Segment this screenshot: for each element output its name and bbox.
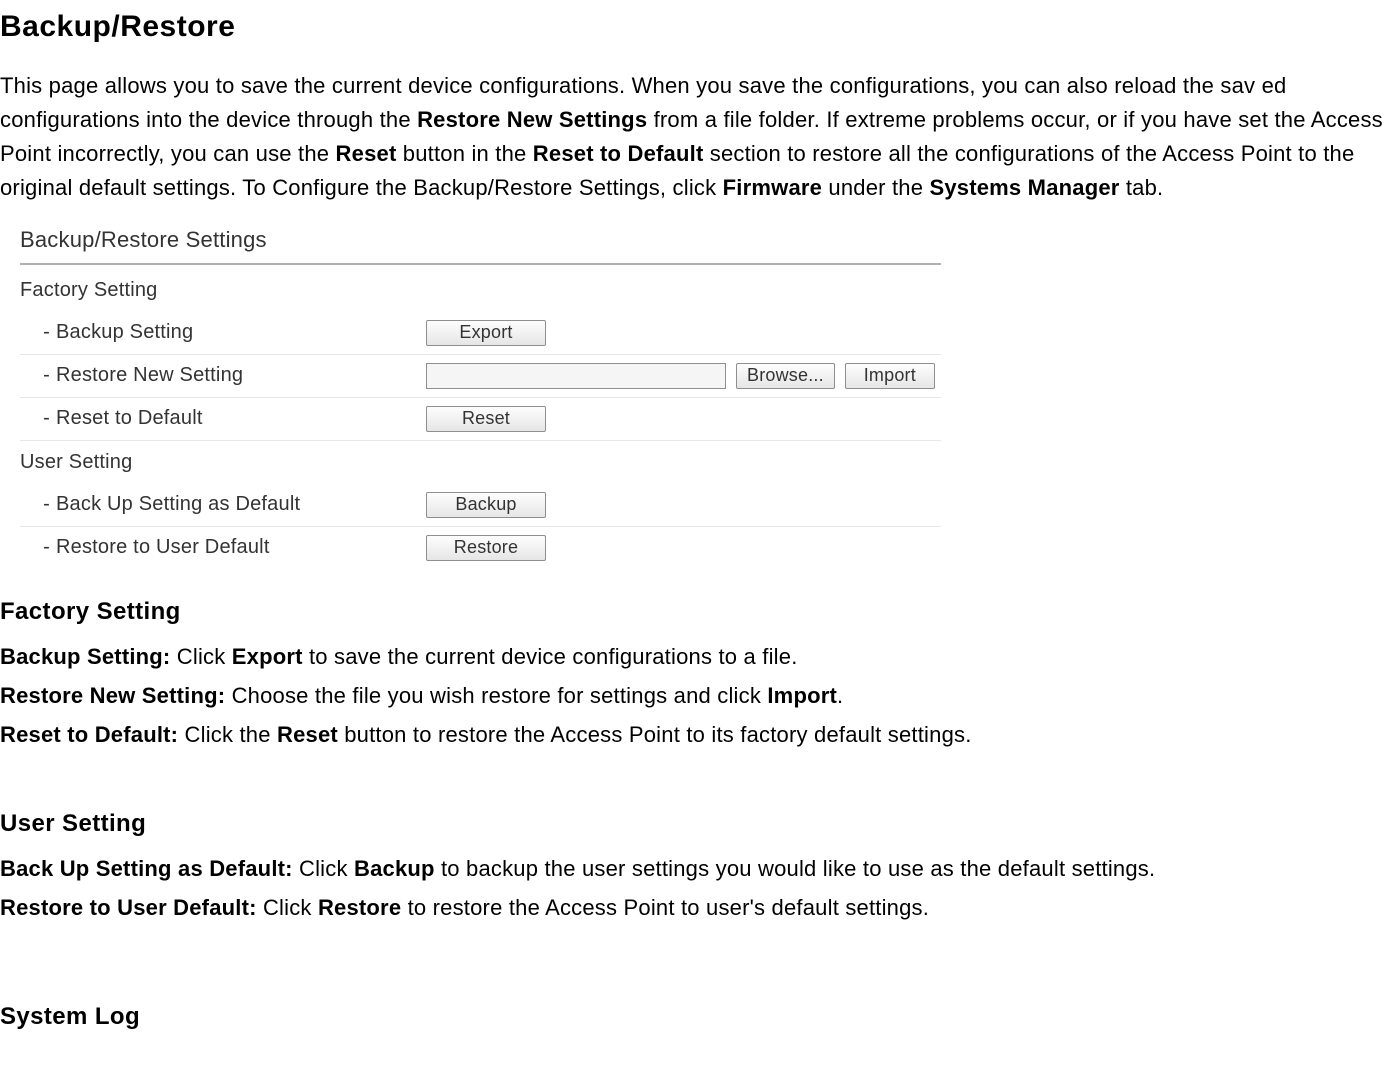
bold-reset: Reset xyxy=(277,722,338,747)
term-reset-to-default: Reset to Default: xyxy=(0,722,178,747)
browse-button[interactable]: Browse... xyxy=(736,363,835,389)
user-setting-heading: User Setting xyxy=(0,805,1395,842)
restore-button[interactable]: Restore xyxy=(426,535,546,561)
label-reset-to-default: Reset to Default xyxy=(56,403,426,434)
intro-text-6: tab. xyxy=(1120,175,1164,200)
intro-text-5: under the xyxy=(822,175,929,200)
dash-icon: - xyxy=(20,360,56,391)
backup-restore-panel: Backup/Restore Settings Factory Setting … xyxy=(20,219,941,569)
bold-restore: Restore xyxy=(318,895,401,920)
row-restore-new-setting: - Restore New Setting Browse... Import xyxy=(20,355,941,398)
intro-text-3: button in the xyxy=(396,141,532,166)
export-button[interactable]: Export xyxy=(426,320,546,346)
text: . xyxy=(837,683,843,708)
intro-bold-firmware: Firmware xyxy=(723,175,822,200)
intro-bold-systems-manager: Systems Manager xyxy=(929,175,1119,200)
row-backup-as-default: - Back Up Setting as Default Backup xyxy=(20,484,941,527)
label-backup-setting: Backup Setting xyxy=(56,317,426,348)
panel-title: Backup/Restore Settings xyxy=(20,219,941,265)
row-reset-to-default: - Reset to Default Reset xyxy=(20,398,941,441)
text: to backup the user settings you would li… xyxy=(435,856,1156,881)
factory-group-label: Factory Setting xyxy=(20,269,941,312)
file-path-input[interactable] xyxy=(426,363,726,389)
system-log-heading: System Log xyxy=(0,998,1395,1035)
bold-import: Import xyxy=(767,683,837,708)
dash-icon: - xyxy=(20,317,56,348)
intro-paragraph: This page allows you to save the current… xyxy=(0,69,1395,205)
text: Click xyxy=(257,895,318,920)
row-restore-user-default: - Restore to User Default Restore xyxy=(20,527,941,569)
text: Click xyxy=(170,644,231,669)
def-reset-to-default: Reset to Default: Click the Reset button… xyxy=(0,718,1395,751)
intro-bold-reset: Reset xyxy=(336,141,397,166)
term-restore-user-default: Restore to User Default: xyxy=(0,895,257,920)
term-restore-new-setting: Restore New Setting: xyxy=(0,683,225,708)
def-backup-setting: Backup Setting: Click Export to save the… xyxy=(0,640,1395,673)
backup-button[interactable]: Backup xyxy=(426,492,546,518)
label-backup-as-default: Back Up Setting as Default xyxy=(56,489,426,520)
bold-backup: Backup xyxy=(354,856,435,881)
text: Click xyxy=(293,856,354,881)
def-restore-new-setting: Restore New Setting: Choose the file you… xyxy=(0,679,1395,712)
text: to save the current device configuration… xyxy=(303,644,798,669)
term-backup-as-default: Back Up Setting as Default: xyxy=(0,856,293,881)
bold-export: Export xyxy=(232,644,303,669)
reset-button[interactable]: Reset xyxy=(426,406,546,432)
row-backup-setting: - Backup Setting Export xyxy=(20,312,941,355)
def-backup-as-default: Back Up Setting as Default: Click Backup… xyxy=(0,852,1395,885)
text: button to restore the Access Point to it… xyxy=(338,722,972,747)
intro-bold-reset-to-default: Reset to Default xyxy=(533,141,704,166)
intro-bold-restore-new-settings: Restore New Settings xyxy=(417,107,647,132)
page-title: Backup/Restore xyxy=(0,4,1395,51)
dash-icon: - xyxy=(20,489,56,520)
text: to restore the Access Point to user's de… xyxy=(401,895,929,920)
text: Click the xyxy=(178,722,277,747)
label-restore-new-setting: Restore New Setting xyxy=(56,360,426,391)
label-restore-user-default: Restore to User Default xyxy=(56,532,426,563)
dash-icon: - xyxy=(20,403,56,434)
import-button[interactable]: Import xyxy=(845,363,935,389)
def-restore-user-default: Restore to User Default: Click Restore t… xyxy=(0,891,1395,924)
factory-setting-heading: Factory Setting xyxy=(0,593,1395,630)
user-group-label: User Setting xyxy=(20,441,941,484)
term-backup-setting: Backup Setting: xyxy=(0,644,170,669)
dash-icon: - xyxy=(20,532,56,563)
text: Choose the file you wish restore for set… xyxy=(225,683,767,708)
